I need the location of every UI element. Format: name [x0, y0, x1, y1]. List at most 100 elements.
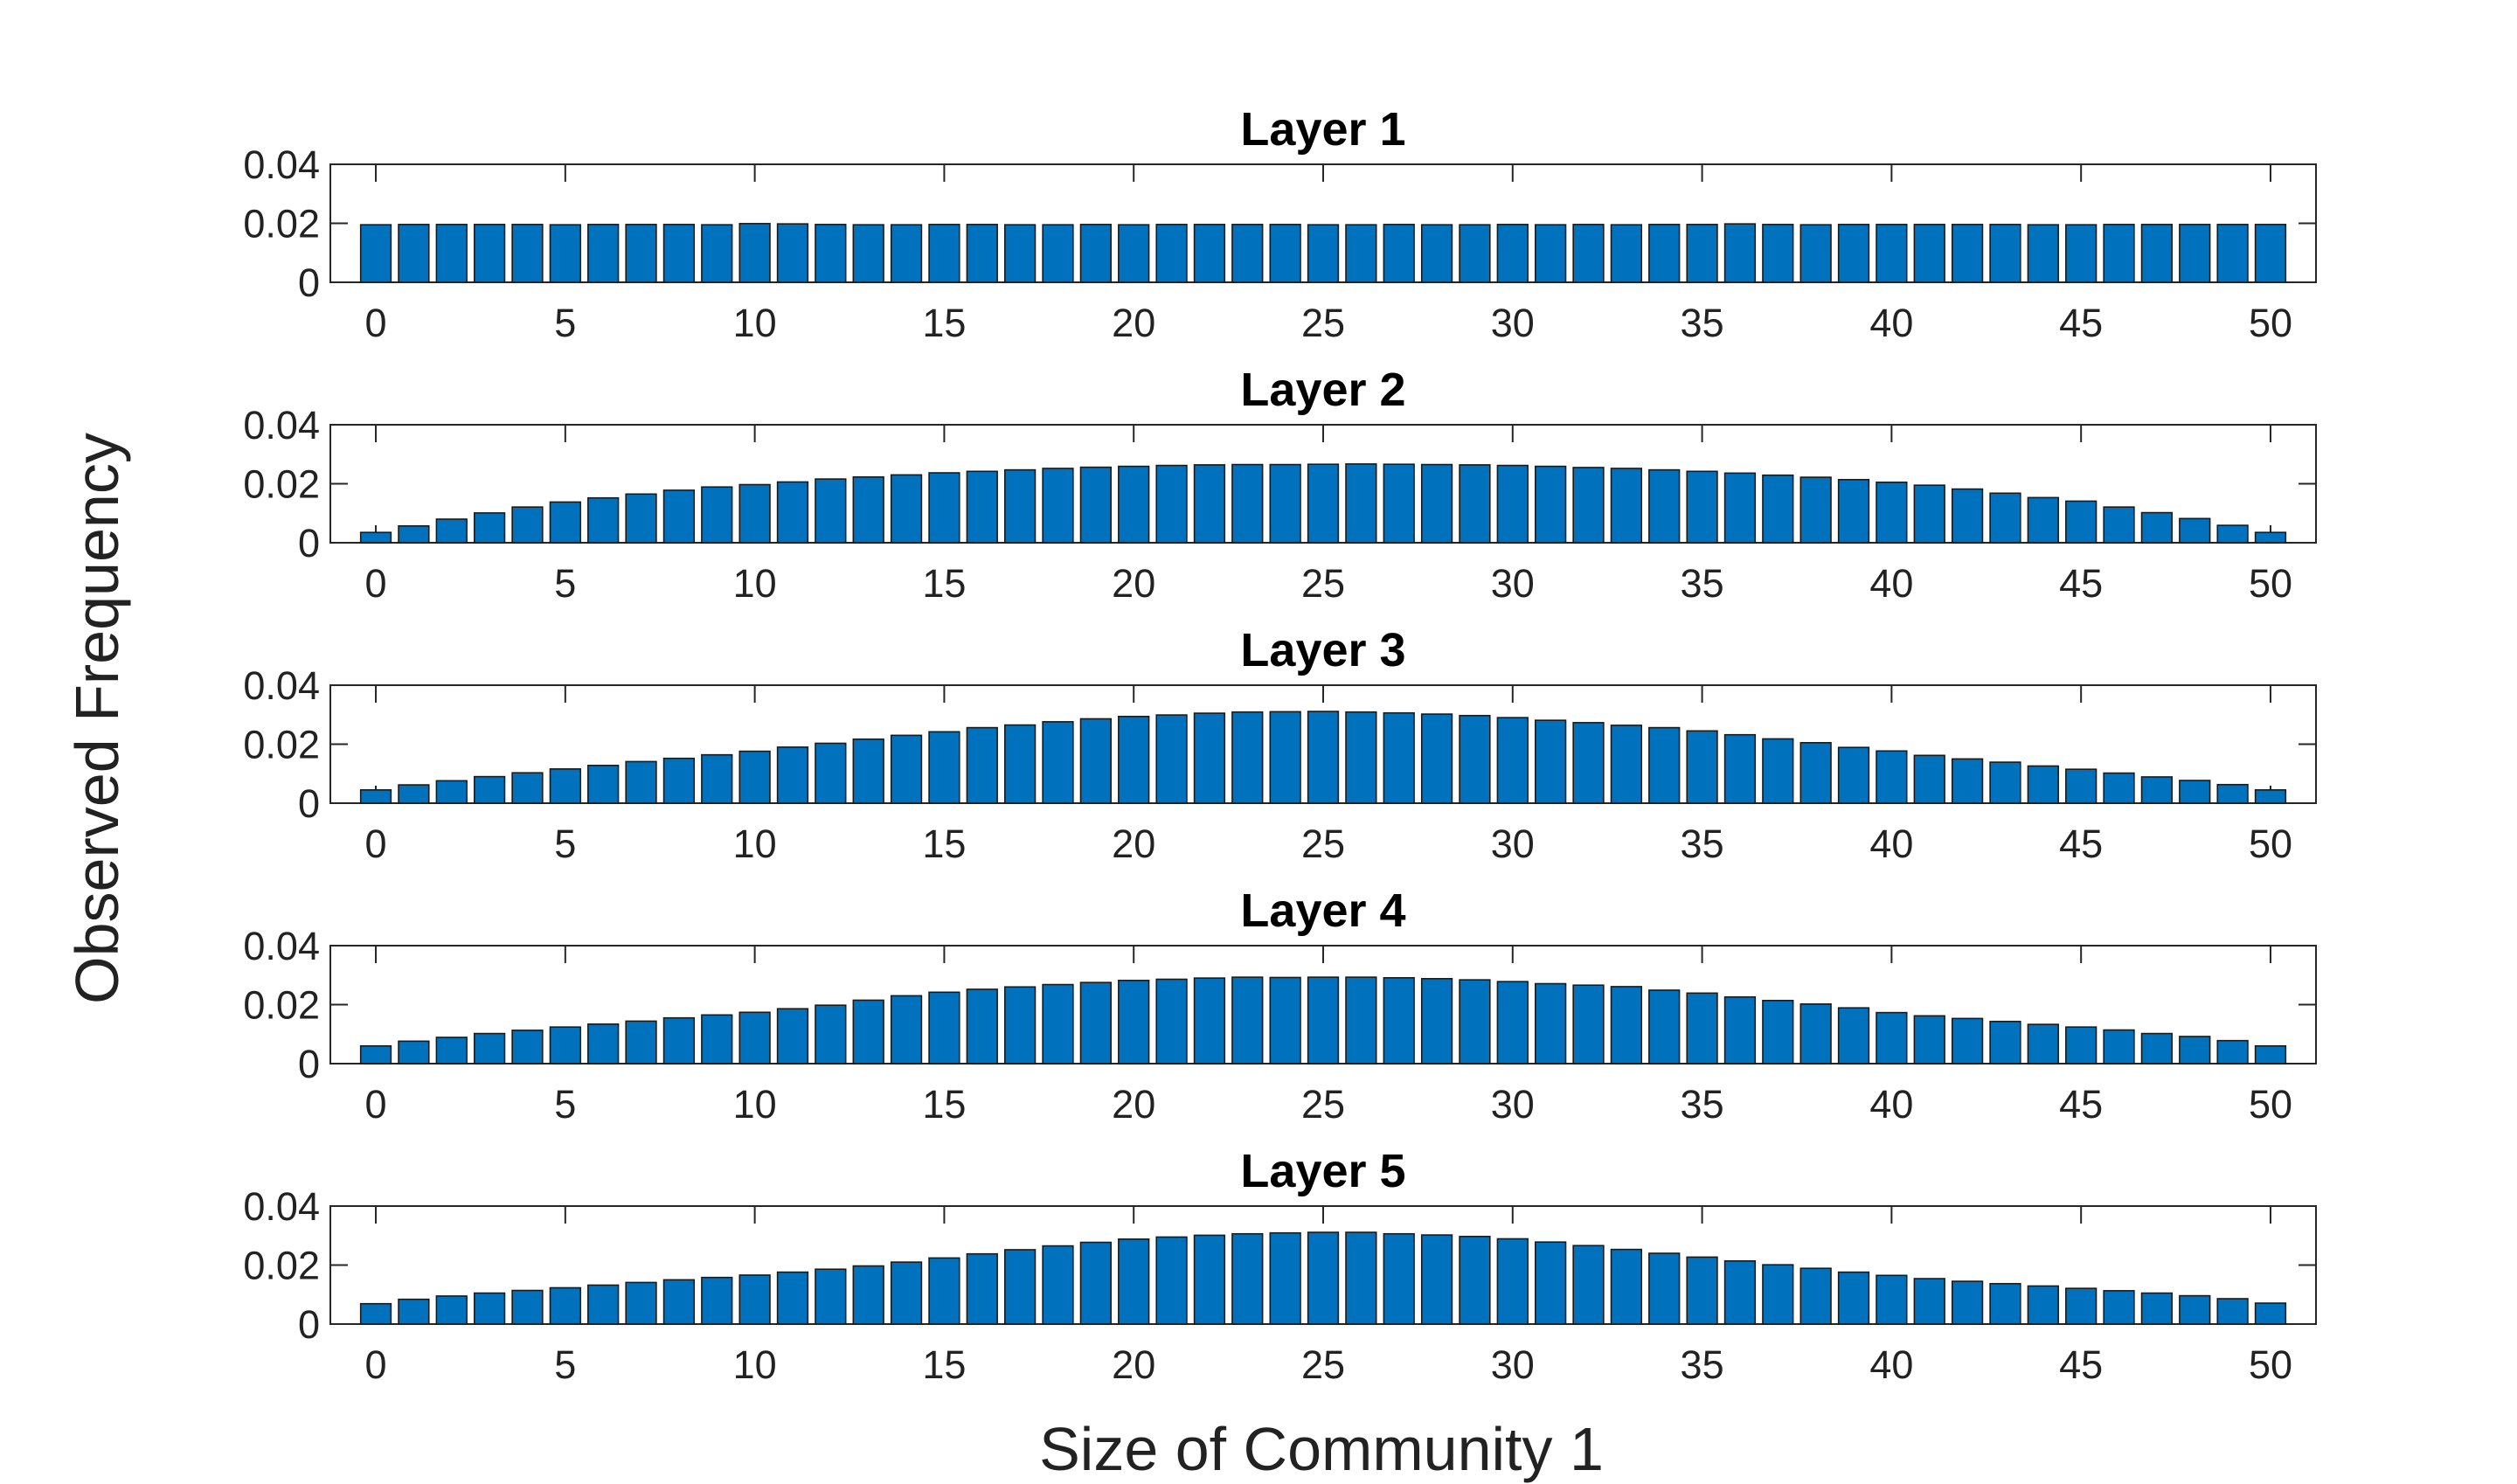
- bar: [2254, 1044, 2287, 1064]
- bar: [1913, 1278, 1945, 1325]
- x-tick-label: 35: [1681, 561, 1724, 606]
- bar: [435, 1295, 468, 1325]
- bar: [890, 1261, 923, 1325]
- y-tick-label: 0.04: [243, 924, 320, 968]
- x-tick-label: 5: [554, 822, 576, 866]
- bar: [776, 746, 809, 804]
- bar: [852, 1265, 884, 1325]
- bar: [1723, 733, 1757, 804]
- x-tick-label: 20: [1112, 561, 1155, 606]
- bar: [1648, 726, 1681, 804]
- bar: [1420, 224, 1453, 283]
- bar: [587, 496, 620, 544]
- bar: [1535, 224, 1567, 283]
- bar: [1383, 1232, 1415, 1325]
- x-tick-label: 40: [1869, 1342, 1913, 1387]
- bar: [662, 1016, 696, 1064]
- bar: [1762, 1264, 1794, 1325]
- bar: [1535, 1241, 1567, 1325]
- panel-layer-1: 0 0.02 0.04 0 5 10 15 20 25 30 35 40 45 50 Layer 1: [243, 103, 2317, 345]
- x-tick-label: 25: [1301, 1082, 1345, 1127]
- bar: [435, 780, 468, 804]
- bar: [2027, 496, 2059, 544]
- bar: [1610, 224, 1643, 283]
- bar: [1155, 714, 1188, 804]
- x-tick-label: 0: [365, 561, 387, 606]
- bar: [549, 1026, 581, 1064]
- bar: [1951, 1017, 1984, 1064]
- x-tick-label: 35: [1681, 1082, 1724, 1127]
- bar: [1459, 224, 1491, 283]
- bar: [815, 1268, 847, 1325]
- x-tick-label: 50: [2249, 301, 2292, 345]
- bar: [1307, 463, 1340, 544]
- bar: [928, 224, 960, 283]
- x-tick-label: 30: [1491, 561, 1535, 606]
- x-tick-label: 40: [1869, 1082, 1913, 1127]
- y-tick-label: 0: [298, 1302, 320, 1347]
- bar: [1383, 224, 1415, 283]
- x-tick-label: 15: [922, 561, 966, 606]
- bar: [2140, 224, 2174, 283]
- bar: [398, 524, 430, 544]
- bar: [359, 1302, 392, 1325]
- bar: [1003, 468, 1037, 544]
- bar: [511, 1030, 544, 1064]
- bar: [966, 224, 998, 283]
- bar: [1118, 715, 1150, 804]
- bar: [1042, 224, 1074, 283]
- bar: [1307, 976, 1340, 1064]
- bar: [511, 772, 544, 804]
- bar: [890, 995, 923, 1064]
- bar: [2103, 1290, 2135, 1325]
- x-tick-label: 20: [1112, 1082, 1155, 1127]
- bar: [966, 470, 998, 544]
- bar: [1003, 1249, 1037, 1325]
- bar: [1042, 1245, 1074, 1325]
- bar: [1193, 224, 1226, 283]
- y-tick-label: 0.02: [243, 983, 320, 1028]
- bar: [1042, 468, 1074, 544]
- bar: [1572, 722, 1605, 804]
- x-tick-label: 50: [2249, 822, 2292, 866]
- bar: [1496, 1238, 1529, 1325]
- bar: [1231, 463, 1264, 544]
- y-tick-label: 0.04: [243, 403, 320, 447]
- bar: [549, 224, 581, 283]
- bar: [1913, 1015, 1945, 1064]
- x-tick-label: 15: [922, 301, 966, 345]
- y-tick-label: 0.04: [243, 663, 320, 708]
- x-tick-label: 10: [733, 561, 777, 606]
- bar: [1837, 478, 1870, 544]
- panel-layer-5: 0 0.02 0.04 0 5 10 15 20 25 30 35 40 45 50 Layer 5: [243, 1145, 2317, 1387]
- bar: [1686, 992, 1718, 1064]
- bar: [435, 518, 468, 544]
- bar: [398, 1040, 430, 1064]
- x-tick-label: 10: [733, 301, 777, 345]
- panel-title: Layer 1: [1240, 103, 1405, 156]
- bar: [1231, 976, 1264, 1064]
- bar: [1951, 224, 1984, 283]
- bar: [398, 224, 430, 283]
- bar: [1118, 980, 1150, 1064]
- bar: [1989, 1020, 2021, 1064]
- bar: [1648, 468, 1681, 544]
- bar: [1989, 224, 2021, 283]
- bar: [815, 742, 847, 804]
- bar: [1876, 1274, 1908, 1325]
- bar: [2027, 1023, 2059, 1064]
- bar: [1723, 995, 1757, 1064]
- bar: [2065, 1026, 2098, 1064]
- bar: [701, 486, 733, 544]
- x-tick-label: 35: [1681, 822, 1724, 866]
- y-tick-label: 0.04: [243, 1184, 320, 1229]
- bar: [1420, 978, 1453, 1064]
- x-tick-label: 30: [1491, 301, 1535, 345]
- x-tick-label: 40: [1869, 561, 1913, 606]
- y-tick-label: 0: [298, 781, 320, 826]
- bar: [1572, 984, 1605, 1064]
- bar: [2216, 524, 2249, 544]
- bar: [852, 224, 884, 283]
- bar: [1118, 224, 1150, 283]
